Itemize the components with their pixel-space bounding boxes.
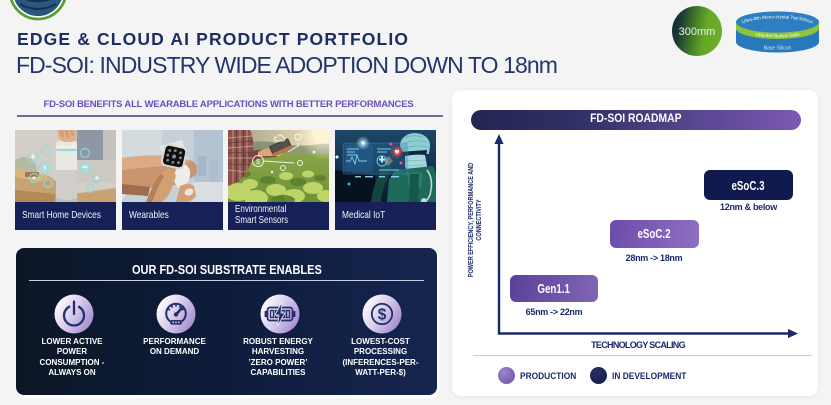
- svg-text:$: $: [256, 159, 260, 166]
- svg-text:$: $: [378, 306, 387, 323]
- svg-text:Base Silicon: Base Silicon: [764, 46, 792, 52]
- svg-text:Ultra-thin Buried Oxide: Ultra-thin Buried Oxide: [755, 31, 801, 38]
